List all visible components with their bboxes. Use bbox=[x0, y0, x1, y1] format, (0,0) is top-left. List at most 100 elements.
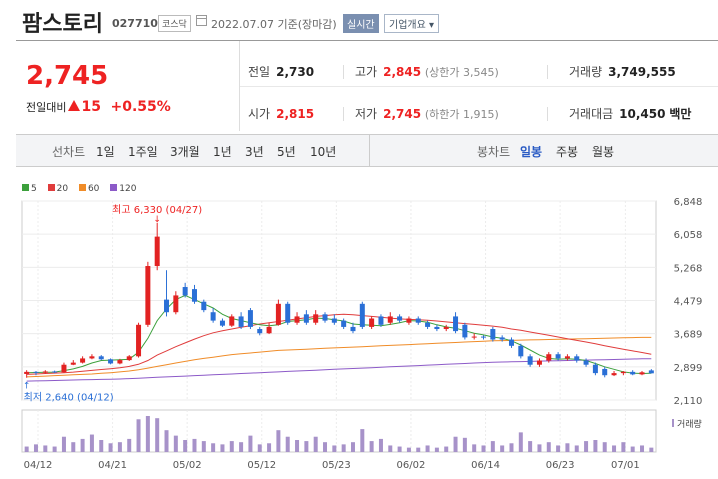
candle-body bbox=[574, 356, 580, 361]
x-tick-label: 05/12 bbox=[247, 460, 276, 471]
x-tick-label: 06/14 bbox=[471, 460, 500, 471]
tab-3y[interactable]: 3년 bbox=[245, 145, 264, 159]
x-tick-label: 04/21 bbox=[98, 460, 127, 471]
candle-body bbox=[555, 354, 561, 359]
volume-bar bbox=[574, 445, 579, 452]
ma-legend: 5 20 60 120 bbox=[22, 184, 144, 194]
candle-body bbox=[219, 320, 225, 326]
trade-amount: 거래대금 10,450 백만 bbox=[569, 107, 692, 121]
volume-bar bbox=[630, 446, 635, 452]
volume-bar bbox=[295, 440, 300, 452]
tab-weekly[interactable]: 주봉 bbox=[556, 145, 579, 159]
volume-bar bbox=[285, 436, 290, 452]
y-tick-label: 6,058 bbox=[674, 230, 703, 241]
y-tick-label: 2,899 bbox=[674, 363, 703, 374]
volume-bar bbox=[378, 438, 383, 452]
tab-1y[interactable]: 1년 bbox=[213, 145, 232, 159]
low-annotation: 최저 2,640 (04/12) bbox=[24, 392, 114, 404]
market-badge: 코스닥 bbox=[158, 15, 191, 32]
quote-date: 2022.07.07 기준(장마감) bbox=[211, 18, 337, 31]
volume-bar bbox=[528, 441, 533, 452]
legend-ma120: 120 bbox=[110, 184, 136, 194]
volume-bar bbox=[304, 441, 309, 452]
candle-body bbox=[425, 322, 431, 327]
volume-bar bbox=[192, 438, 197, 452]
candle-body bbox=[136, 324, 142, 357]
volume-bar bbox=[248, 435, 253, 452]
volume-bar bbox=[593, 440, 598, 452]
volume: 거래량 3,749,555 bbox=[569, 65, 676, 79]
y-tick-label: 2,110 bbox=[674, 396, 703, 407]
legend-ma5: 5 bbox=[22, 184, 37, 194]
candle-body bbox=[527, 356, 533, 365]
x-tick-label: 07/01 bbox=[611, 460, 640, 471]
candle-body bbox=[229, 316, 235, 326]
volume-bar bbox=[80, 438, 85, 452]
volume-bar bbox=[425, 445, 430, 452]
tab-1w[interactable]: 1주일 bbox=[128, 145, 158, 159]
volume-bar bbox=[43, 445, 48, 452]
y-tick-label: 5,268 bbox=[674, 263, 703, 274]
y-tick-label: 6,848 bbox=[674, 197, 703, 208]
chevron-down-icon: ▾ bbox=[429, 20, 435, 31]
x-tick-label: 06/23 bbox=[546, 460, 575, 471]
y-tick-label: 3,689 bbox=[674, 330, 703, 341]
volume-bar bbox=[155, 418, 160, 452]
volume-bar bbox=[453, 436, 458, 452]
candle-body bbox=[247, 310, 253, 327]
candle-body bbox=[564, 356, 570, 359]
candle-body bbox=[415, 318, 421, 323]
candle-body bbox=[238, 316, 244, 327]
up-triangle-icon bbox=[68, 100, 81, 111]
tab-1d[interactable]: 1일 bbox=[96, 145, 115, 159]
candle-body bbox=[61, 364, 67, 373]
open-price: 시가 2,815 bbox=[248, 107, 315, 121]
candle-body bbox=[639, 372, 645, 375]
tab-monthly[interactable]: 월봉 bbox=[592, 145, 615, 159]
candle-body bbox=[52, 371, 58, 373]
tab-10y[interactable]: 10년 bbox=[310, 145, 337, 159]
volume-bar bbox=[117, 442, 122, 452]
candle-body bbox=[490, 329, 496, 340]
candle-body bbox=[98, 356, 104, 360]
x-tick-label: 04/12 bbox=[24, 460, 53, 471]
x-tick-label: 05/23 bbox=[322, 460, 351, 471]
candle-body bbox=[359, 303, 365, 327]
candle-body bbox=[611, 373, 617, 376]
candle-body bbox=[387, 316, 393, 323]
volume-bar bbox=[444, 446, 449, 452]
tab-daily[interactable]: 일봉 bbox=[520, 145, 543, 159]
legend-ma60: 60 bbox=[78, 184, 99, 194]
company-info-dropdown[interactable]: 기업개요 ▾ bbox=[384, 14, 440, 33]
volume-bar bbox=[341, 444, 346, 452]
candle-body bbox=[536, 360, 542, 365]
volume-bar bbox=[509, 443, 514, 452]
volume-bar bbox=[33, 444, 38, 452]
volume-bar bbox=[500, 445, 505, 452]
realtime-button[interactable]: 실시간 bbox=[343, 14, 379, 33]
line-chart-label[interactable]: 선차트 bbox=[52, 145, 86, 159]
volume-bar bbox=[276, 430, 281, 452]
change-value: 15 bbox=[81, 99, 101, 115]
volume-bar bbox=[406, 447, 411, 452]
volume-bar bbox=[332, 445, 337, 452]
volume-bar bbox=[350, 442, 355, 452]
volume-bar bbox=[481, 445, 486, 452]
volume-bar bbox=[61, 436, 66, 452]
candle-body bbox=[378, 316, 384, 325]
volume-bar bbox=[584, 441, 589, 452]
candle-body bbox=[369, 318, 375, 327]
volume-bar bbox=[164, 430, 169, 452]
volume-bar bbox=[537, 444, 542, 452]
candle-body bbox=[350, 326, 356, 332]
candle-body bbox=[397, 316, 403, 321]
candle-chart-label[interactable]: 봉차트 bbox=[477, 145, 511, 159]
tab-5y[interactable]: 5년 bbox=[277, 145, 296, 159]
tab-3m[interactable]: 3개월 bbox=[170, 145, 200, 159]
candle-body bbox=[108, 359, 114, 364]
volume-bar bbox=[229, 441, 234, 452]
volume-bar bbox=[89, 434, 94, 452]
volume-bar bbox=[71, 442, 76, 452]
candle-body bbox=[257, 329, 263, 334]
